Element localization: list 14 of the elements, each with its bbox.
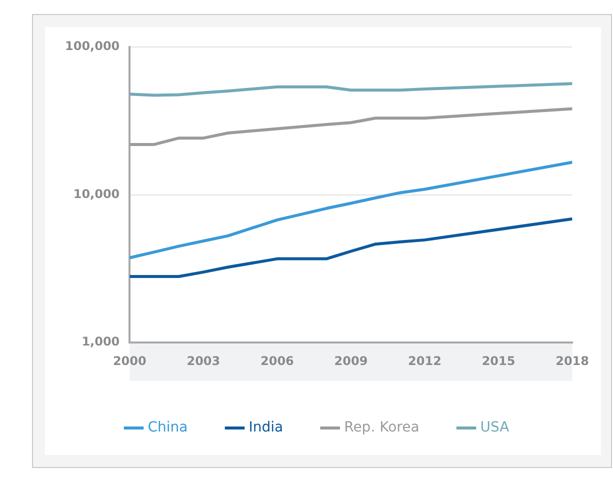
x-tick-label: 2000 bbox=[112, 354, 146, 368]
legend-label: China bbox=[148, 420, 188, 436]
legend-label: Rep. Korea bbox=[344, 420, 420, 436]
x-tick-label: 2018 bbox=[556, 354, 590, 368]
x-tick-label: 2003 bbox=[186, 354, 220, 368]
y-tick-label: 1,000 bbox=[82, 334, 120, 349]
legend-label: USA bbox=[480, 420, 510, 436]
y-tick-label: 10,000 bbox=[73, 186, 120, 201]
x-tick-label: 2012 bbox=[408, 354, 442, 368]
x-tick-label: 2006 bbox=[260, 354, 294, 368]
legend-label: India bbox=[248, 420, 284, 436]
y-tick-label: 100,000 bbox=[65, 39, 120, 54]
x-tick-label: 2015 bbox=[482, 354, 516, 368]
x-tick-label: 2009 bbox=[334, 354, 368, 368]
